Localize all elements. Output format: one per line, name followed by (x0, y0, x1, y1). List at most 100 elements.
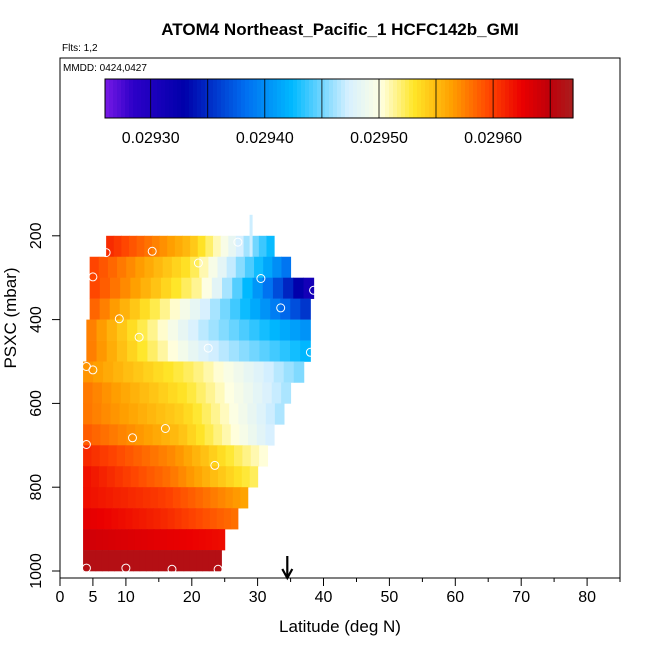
data-point (88, 272, 98, 282)
heatmap-cell (196, 382, 207, 404)
heatmap-cell (269, 319, 281, 341)
colorbar-segment (293, 79, 298, 118)
heatmap-cell (169, 298, 181, 320)
heatmap-cell (191, 277, 203, 299)
heatmap-cell (146, 403, 157, 425)
colorbar-segment (549, 79, 554, 118)
heatmap-cell (239, 424, 249, 446)
heatmap-cell (254, 256, 264, 278)
x-tick-label: 40 (315, 589, 333, 606)
x-tick-label: 60 (446, 589, 464, 606)
heatmap-cell (244, 256, 255, 278)
heatmap-cell (228, 235, 237, 258)
heatmap-cell (101, 550, 109, 572)
heatmap-cell (114, 550, 122, 572)
heatmap-cell (252, 382, 263, 404)
heatmap-cell (171, 256, 182, 278)
colorbar-segment (257, 79, 262, 118)
colorbar-segment (517, 79, 522, 118)
heatmap-cell (141, 529, 148, 551)
heatmap-cell (83, 382, 93, 404)
colorbar-segment (117, 79, 122, 118)
heatmap-cell (208, 550, 216, 572)
heatmap-cell (128, 529, 136, 551)
colorbar-segment (109, 79, 114, 118)
heatmap-cell (180, 487, 189, 509)
heatmap-cell (279, 319, 291, 341)
heatmap-cell (281, 256, 292, 278)
heatmap-cell (272, 256, 282, 278)
heatmap-cell (120, 487, 129, 509)
heatmap-cell (139, 550, 147, 572)
y-tick-label: 800 (28, 474, 45, 501)
heatmap-cell (135, 487, 144, 509)
heatmap-cell (202, 550, 210, 572)
heatmap-cell (125, 508, 133, 530)
heatmap-cell (233, 382, 244, 404)
colorbar-segment (301, 79, 306, 118)
heatmap-cell (83, 403, 93, 425)
heatmap-cell (211, 277, 223, 299)
heatmap-cell (293, 361, 305, 383)
heatmap-cell (156, 403, 166, 425)
heatmap-cell (177, 382, 188, 404)
colorbar-segment (425, 79, 430, 118)
heatmap-cell (105, 487, 114, 509)
heatmap-cell (228, 319, 240, 341)
heatmap-cell (215, 550, 222, 572)
heatmap-cell (99, 277, 111, 299)
data-point (147, 246, 157, 256)
heatmap-cell (186, 466, 195, 488)
heatmap-cell (92, 403, 102, 425)
heatmap-cell (174, 235, 183, 258)
colorbar-segment (189, 79, 194, 118)
colorbar-segment (533, 79, 538, 118)
heatmap-cell (146, 466, 155, 488)
colorbar-segment (105, 79, 110, 118)
heatmap-cell (153, 256, 164, 278)
heatmap-cell (175, 445, 185, 467)
colorbar-segment (493, 79, 498, 118)
heatmap-cell (135, 424, 145, 446)
colorbar-segment (317, 79, 322, 118)
heatmap-cell (240, 298, 251, 320)
heatmap-cell (89, 550, 97, 572)
colorbar-segment (537, 79, 542, 118)
heatmap-cell (91, 445, 101, 467)
heatmap-cell (190, 256, 200, 278)
colorbar-segment (373, 79, 378, 118)
heatmap-cell (181, 277, 192, 299)
colorbar-segment (381, 79, 386, 118)
x-tick-label: 70 (512, 589, 530, 606)
colorbar-segment (389, 79, 394, 118)
heatmap-cell (198, 529, 206, 551)
heatmap-cell (216, 508, 225, 530)
heatmap-cell (144, 235, 153, 258)
colorbar-segment (473, 79, 478, 118)
heatmap-cell (104, 508, 112, 530)
heatmap-cell (160, 508, 169, 530)
heatmap-cell (98, 487, 107, 509)
colorbar-segment (229, 79, 234, 118)
colorbar-segment (505, 79, 510, 118)
heatmap-cell (270, 298, 281, 320)
colorbar-segment (497, 79, 502, 118)
heatmap-cell (259, 445, 269, 467)
heatmap-cell (139, 298, 151, 320)
heatmap-cell (134, 529, 142, 551)
heatmap-cell (133, 550, 141, 572)
data-point (114, 314, 124, 324)
colorbar-segment (481, 79, 486, 118)
heatmap-cell (263, 361, 275, 383)
heatmap-cell (127, 340, 138, 362)
heatmap-cell (83, 445, 92, 467)
heatmap-cell (208, 319, 220, 341)
heatmap-cell (95, 550, 103, 572)
heatmap-cell (143, 424, 154, 446)
heatmap-cell (196, 550, 204, 572)
heatmap-cell (140, 277, 152, 299)
heatmap-cell (251, 235, 260, 258)
heatmap-cell (202, 508, 211, 530)
colorbar-segment (361, 79, 366, 118)
heatmap-cell (89, 529, 97, 551)
